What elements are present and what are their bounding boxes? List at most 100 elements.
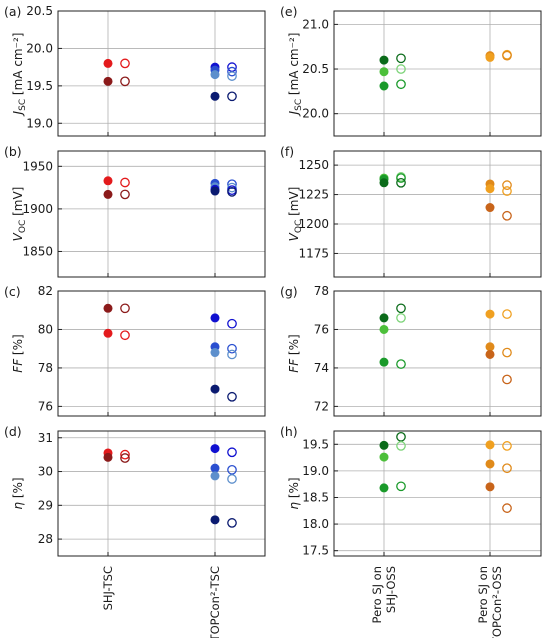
- data-point-filled: [485, 459, 495, 469]
- data-point-filled: [379, 55, 389, 65]
- y-tick-label: 1250: [298, 158, 329, 172]
- data-point-filled: [103, 58, 113, 68]
- panel-b: 1950 1900 1850 (b) VOC [mV]: [4, 144, 266, 278]
- data-point-open: [396, 303, 406, 314]
- data-point-open: [120, 303, 130, 314]
- y-axis-label: JSC [mA cm⁻²]: [287, 33, 304, 117]
- panels-layer: 20.5 20.0 19.5 19.0 (a) JSC [mA cm⁻²] 1950 1900…: [4, 4, 542, 558]
- data-point-filled: [379, 178, 389, 188]
- data-point-open: [227, 465, 237, 475]
- y-tick-label: 1200: [298, 217, 329, 231]
- x-category-label: TOPCon²-TSC: [208, 566, 222, 638]
- y-tick-label: 20.5: [302, 62, 329, 76]
- data-point-open: [502, 503, 512, 513]
- data-point-filled: [103, 176, 113, 186]
- y-tick-label: 28: [38, 532, 53, 546]
- data-point-filled: [210, 186, 220, 196]
- y-tick-label: 20.0: [26, 41, 53, 55]
- data-point-open: [396, 177, 406, 188]
- panel-label: (h): [280, 424, 298, 439]
- y-tick-label: 80: [38, 322, 53, 336]
- data-point-filled: [379, 67, 389, 77]
- panel-label: (c): [4, 284, 21, 299]
- panel-c: 82 80 78 76 (c) FF [%]: [4, 284, 266, 417]
- data-point-open: [396, 173, 406, 183]
- data-point-open: [502, 309, 512, 319]
- y-axis-label: η [%]: [11, 477, 25, 509]
- data-point-open: [502, 210, 512, 221]
- y-axis-label: FF [%]: [11, 334, 25, 372]
- y-tick-label: 19.0: [302, 464, 329, 478]
- data-point-filled: [379, 324, 389, 334]
- data-point-open: [227, 474, 237, 484]
- panel-a: 20.5 20.0 19.5 19.0 (a) JSC [mA cm⁻²]: [4, 4, 266, 137]
- data-point-open: [227, 391, 237, 402]
- data-point-open: [502, 186, 512, 196]
- y-tick-label: 1225: [298, 188, 329, 202]
- y-tick-label: 21.0: [302, 17, 329, 31]
- data-point-filled: [379, 452, 389, 462]
- data-point-open: [502, 441, 512, 451]
- data-point-filled: [210, 471, 220, 481]
- data-point-open: [227, 182, 237, 193]
- data-point-open: [120, 58, 130, 69]
- y-axis-label: VOC [mV]: [287, 187, 304, 242]
- y-axis-label: VOC [mV]: [11, 187, 28, 242]
- y-tick-label: 29: [38, 498, 53, 512]
- data-point-open: [227, 447, 237, 458]
- panel-label: (f): [280, 144, 294, 159]
- data-point-filled: [210, 384, 220, 394]
- data-point-filled: [103, 76, 113, 86]
- plot-frame: [57, 430, 266, 557]
- y-tick-label: 17.5: [302, 544, 329, 558]
- data-point-filled: [485, 184, 495, 194]
- data-point-open: [396, 64, 406, 74]
- data-point-filled: [379, 357, 389, 367]
- y-tick-label: 76: [314, 322, 329, 336]
- panel-label: (e): [280, 4, 297, 19]
- data-point-filled: [379, 81, 389, 91]
- plot-frame: [333, 430, 542, 557]
- y-tick-label: 76: [38, 399, 53, 413]
- data-point-filled: [485, 342, 495, 352]
- y-tick-label: 18.5: [302, 490, 329, 504]
- data-point-filled: [485, 349, 495, 359]
- data-point-open: [120, 453, 130, 463]
- data-point-filled: [485, 440, 495, 450]
- data-point-open: [396, 441, 406, 451]
- y-tick-label: 78: [38, 361, 53, 375]
- plot-frame: [57, 10, 266, 137]
- y-axis-label: FF [%]: [287, 334, 301, 372]
- data-point-filled: [485, 482, 495, 492]
- data-point-open: [396, 432, 406, 442]
- y-tick-label: 20.5: [26, 4, 53, 18]
- data-point-filled: [379, 313, 389, 323]
- data-point-filled: [210, 70, 220, 80]
- data-point-open: [120, 177, 130, 188]
- data-point-filled: [210, 91, 220, 101]
- y-tick-label: 1175: [298, 246, 329, 260]
- x-category-label: SHJ-TSC: [101, 566, 115, 610]
- data-point-filled: [210, 444, 220, 454]
- data-point-open: [227, 343, 237, 354]
- data-point-open: [396, 79, 406, 90]
- x-category-label: Pero SJ onTOPCon²-OSS: [476, 566, 504, 638]
- data-point-open: [227, 66, 237, 77]
- data-point-open: [396, 481, 406, 492]
- data-point-filled: [210, 313, 220, 323]
- data-point-open: [227, 349, 237, 360]
- panel-e: 21.0 20.5 20.0 (e) JSC [mA cm⁻²]: [280, 4, 542, 137]
- y-tick-label: 19.5: [302, 437, 329, 451]
- data-point-filled: [103, 189, 113, 199]
- plot-frame: [57, 290, 266, 417]
- y-tick-label: 20.0: [302, 107, 329, 121]
- data-point-open: [120, 449, 130, 460]
- data-point-filled: [103, 452, 113, 462]
- data-point-filled: [210, 463, 220, 473]
- y-tick-label: 82: [38, 284, 53, 298]
- y-tick-label: 1950: [22, 159, 53, 173]
- panel-label: (a): [4, 4, 21, 19]
- y-tick-label: 1900: [22, 202, 53, 216]
- data-point-filled: [210, 515, 220, 525]
